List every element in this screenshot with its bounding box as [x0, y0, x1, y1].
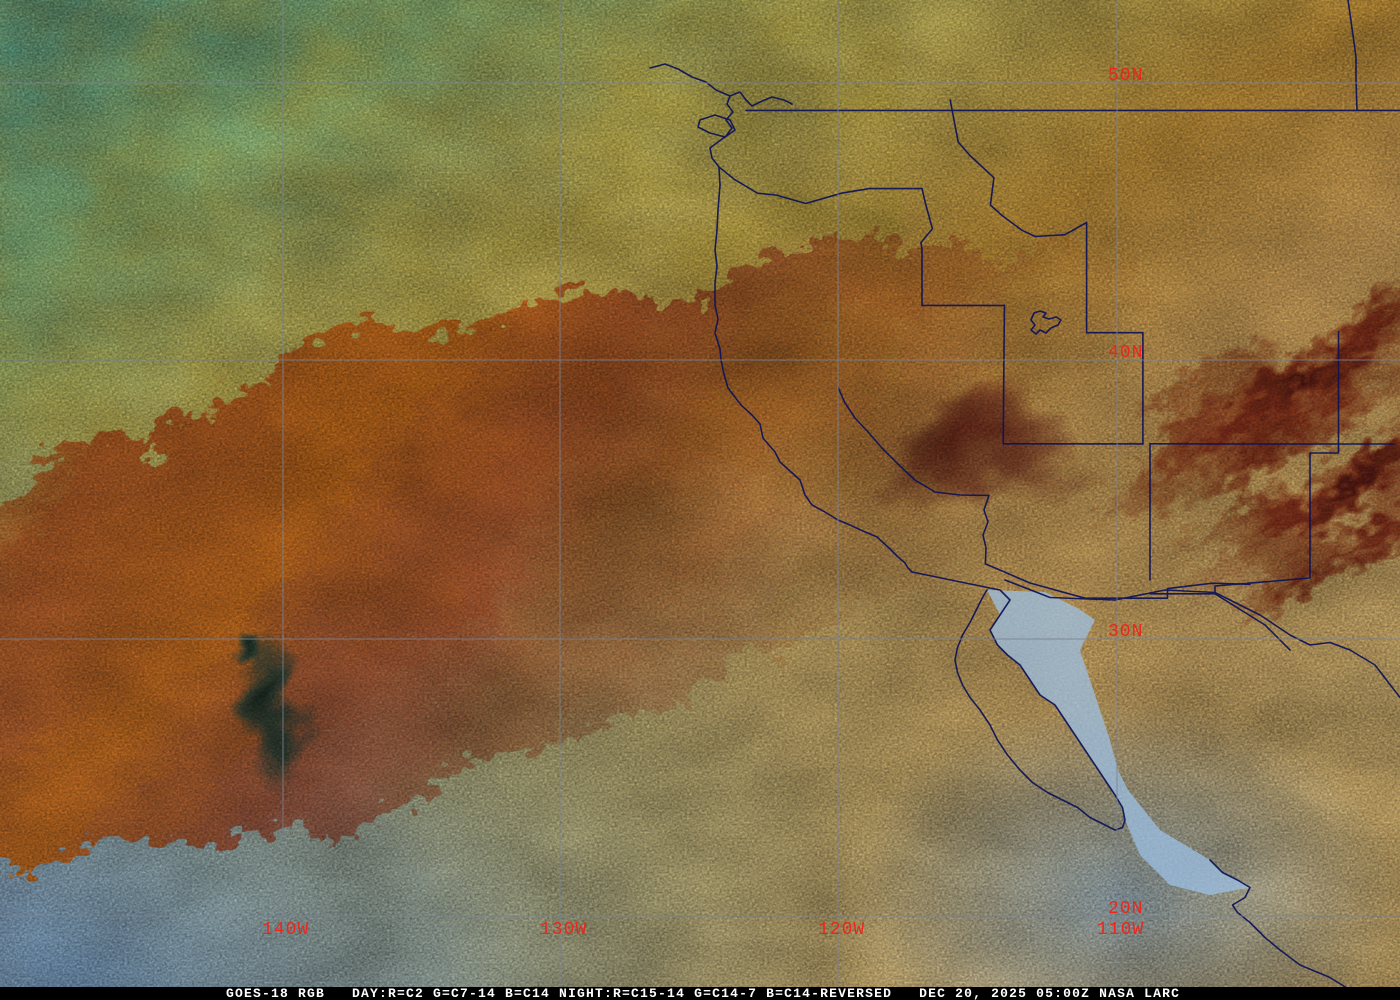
svg-text:120W: 120W — [818, 920, 865, 940]
svg-text:140W: 140W — [262, 920, 309, 940]
svg-text:40N: 40N — [1108, 343, 1143, 363]
svg-text:110W: 110W — [1097, 920, 1144, 940]
svg-text:20N: 20N — [1108, 899, 1143, 919]
svg-text:50N: 50N — [1108, 66, 1143, 86]
svg-text:130W: 130W — [540, 920, 587, 940]
svg-text:30N: 30N — [1108, 622, 1143, 642]
